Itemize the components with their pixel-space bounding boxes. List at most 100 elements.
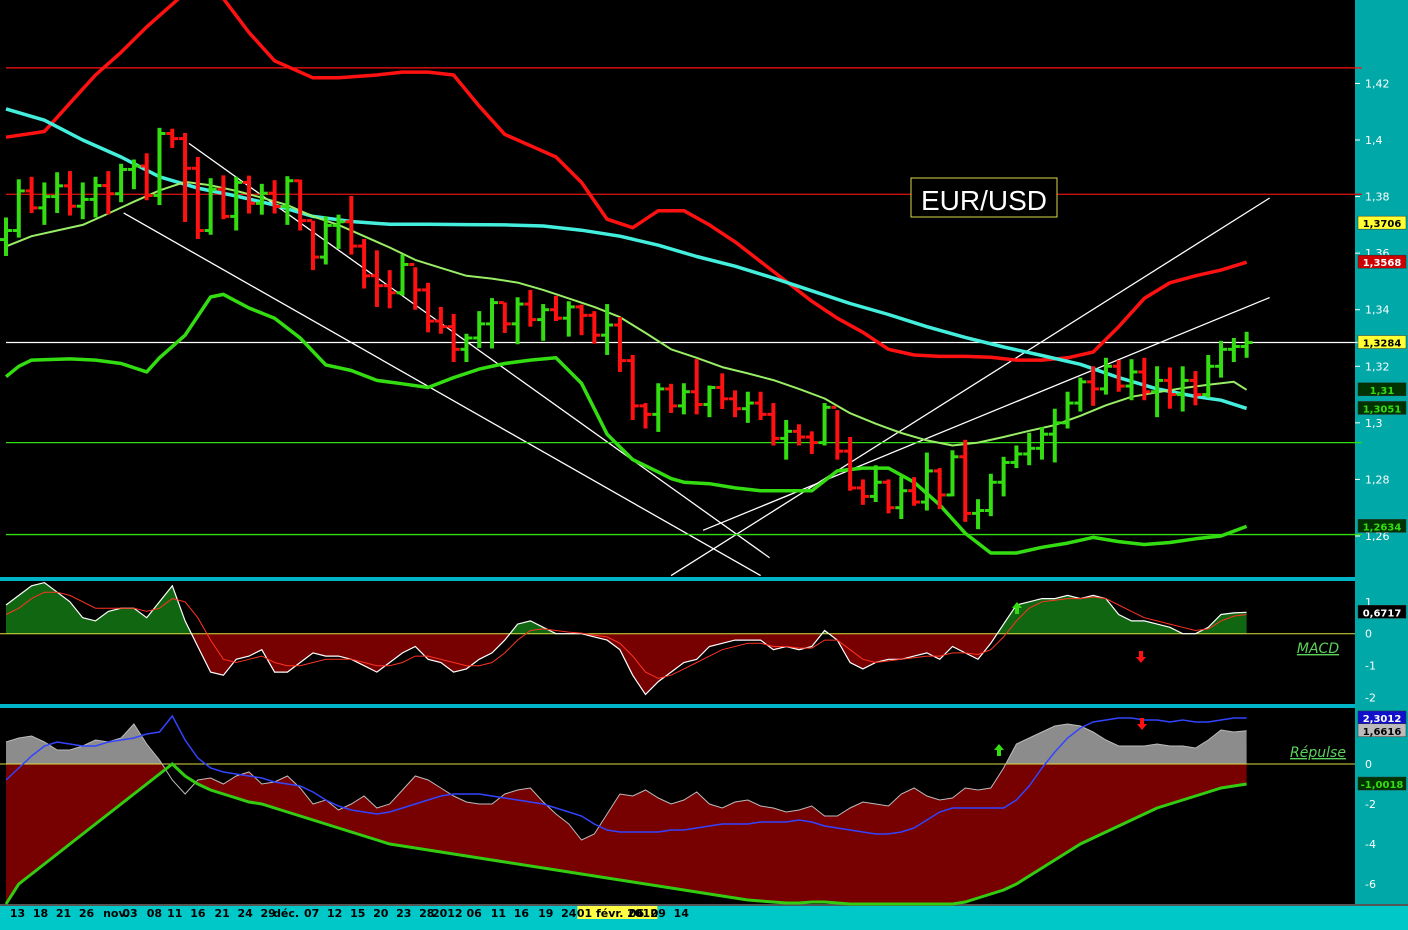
price-bar-open (447, 325, 453, 329)
price-bar-close (723, 397, 729, 401)
repulse-tag-bg (1357, 776, 1407, 791)
price-bar (1176, 366, 1189, 412)
price-bar-open (191, 166, 197, 170)
price-bar-open (946, 493, 952, 497)
price-bar-close (301, 219, 307, 223)
price-bar (179, 132, 192, 223)
price-bar-close (237, 180, 243, 184)
price-bar-close (1055, 421, 1061, 425)
price-bar-open (358, 244, 364, 248)
price-axis-strip[interactable] (1355, 0, 1408, 905)
price-bar-close (1247, 341, 1253, 345)
up-arrow-icon (1012, 602, 1022, 614)
price-bar-close (211, 187, 217, 191)
price-bar (51, 172, 64, 213)
price-tag-bg (1357, 401, 1407, 415)
price-bar-open (396, 291, 402, 295)
price-panel[interactable] (0, 0, 1362, 577)
repulse-panel[interactable] (0, 714, 1355, 906)
repulse-area-negative (6, 764, 1247, 840)
x-axis-label: 06 (629, 907, 645, 920)
price-bar-close (326, 223, 332, 227)
price-bar-open (908, 489, 914, 493)
price-bar-range (16, 179, 21, 238)
price-bar-close (633, 404, 639, 408)
price-bar (1125, 359, 1138, 401)
price-bar-open (217, 187, 223, 191)
price-bar (230, 176, 243, 231)
price-bar-close (224, 214, 230, 218)
price-bar (332, 214, 345, 249)
price-bar-range (963, 439, 968, 522)
price-bar (946, 450, 959, 497)
x-axis-label: 19 (538, 907, 553, 920)
price-bar-close (1030, 446, 1036, 450)
price-bar-close (1196, 393, 1202, 397)
price-bar-close (1081, 380, 1087, 384)
price-bar-close (620, 359, 626, 363)
price-bar-range (336, 214, 341, 249)
price-bar-open (306, 219, 312, 223)
x-axis-label: 18 (33, 907, 48, 920)
price-bar-close (927, 469, 933, 473)
price-bar-close (147, 193, 153, 197)
macd-label: MACD (1297, 641, 1339, 657)
price-bar-close (1068, 401, 1074, 405)
price-bar-open (818, 441, 824, 445)
price-bar-range (144, 153, 149, 201)
repulse-tick-label: -2 (1365, 798, 1376, 811)
price-bar-range (221, 175, 226, 220)
price-bar (856, 479, 869, 505)
price-bar-range (1244, 331, 1249, 358)
price-bar-open (370, 274, 376, 278)
price-bar (844, 436, 857, 491)
price-bar (984, 473, 997, 517)
price-bar-open (1125, 384, 1131, 388)
price-bar-open (665, 387, 671, 391)
price-bar (434, 306, 447, 334)
price-bar (63, 171, 76, 216)
x-axis-label: 24 (238, 907, 254, 920)
price-bar-open (409, 262, 415, 266)
price-bar-range (1231, 337, 1236, 363)
price-tag: 1,2634 (1363, 522, 1402, 533)
x-axis-label: 29 (261, 907, 276, 920)
panel-separator-macd[interactable] (0, 577, 1355, 581)
price-bar-open (1151, 390, 1157, 394)
price-bar-range (784, 420, 789, 460)
price-bar-open (140, 164, 146, 168)
price-bar-range (259, 183, 264, 215)
x-axis-label: 23 (396, 907, 411, 920)
repulse-tag: 2,3012 (1363, 714, 1402, 725)
price-bar-open (486, 322, 492, 326)
trendline (123, 212, 761, 577)
price-bar-range (374, 250, 379, 307)
price-bar-range (771, 403, 776, 446)
price-bar-range (694, 359, 699, 415)
x-axis-highlight-bg (577, 906, 658, 919)
x-axis-label: 24 (561, 907, 577, 920)
price-bar (473, 311, 486, 348)
price-bar (115, 163, 128, 203)
price-bar-open (626, 359, 632, 363)
price-bar (422, 282, 435, 333)
price-bar-open (613, 323, 619, 327)
price-bar-open (294, 179, 300, 183)
price-bar-close (748, 401, 754, 405)
price-tick-label: 1,3 (1365, 417, 1383, 430)
price-bar-close (275, 204, 281, 208)
price-bar-range (1142, 357, 1147, 401)
macd-panel[interactable] (0, 581, 1355, 704)
panel-separator-repulse[interactable] (0, 704, 1355, 708)
price-bar-range (733, 390, 738, 418)
price-bar-close (863, 494, 869, 498)
price-bar (805, 431, 818, 454)
x-axis-bar[interactable] (0, 904, 1408, 930)
x-axis-label: 08 (147, 907, 162, 920)
price-bar-open (831, 405, 837, 409)
price-bar-close (467, 336, 473, 340)
price-tick-label: 1,4 (1365, 134, 1383, 147)
price-bar (562, 301, 575, 337)
price-bar-close (774, 436, 780, 440)
price-bar-close (1170, 393, 1176, 397)
